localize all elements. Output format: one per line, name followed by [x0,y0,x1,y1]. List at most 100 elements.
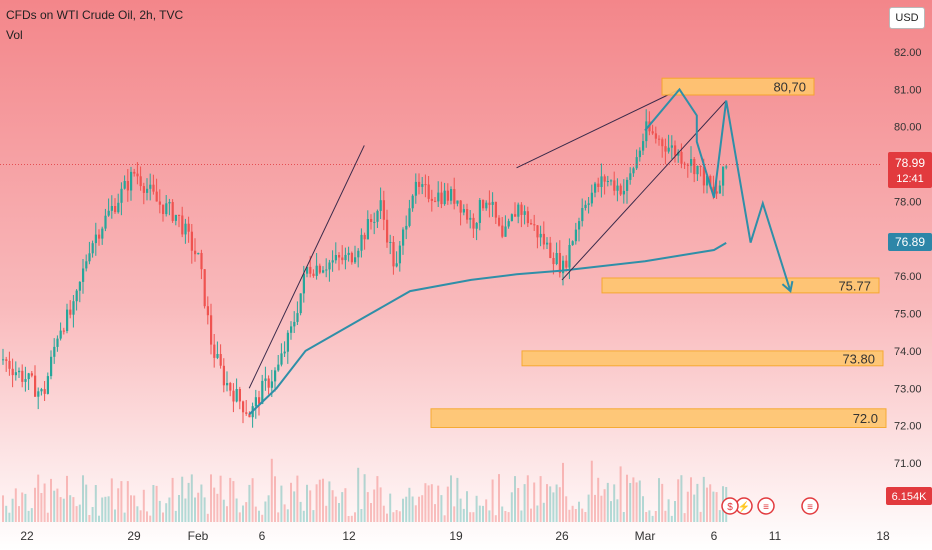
candle-body [210,315,213,345]
volume-bar [152,485,155,522]
candle-body [312,273,315,276]
x-tick-label: Feb [188,529,209,543]
x-tick-label: 12 [342,529,356,543]
candle-body [235,389,238,402]
volume-bar [494,515,497,522]
volume-bar [85,484,88,522]
volume-bar [622,512,625,522]
candle-body [206,306,209,316]
trend-line-2 [516,88,680,169]
volume-bar [456,477,459,522]
currency-button[interactable]: USD [889,7,925,29]
candle-body [606,181,609,182]
volume-bar [46,512,49,522]
volume-bar [552,492,555,522]
volume-bar [411,496,414,522]
volume-bar [709,484,712,522]
dividend-event-icon[interactable] [721,497,739,515]
volume-bar [123,512,126,522]
candle-body [168,202,171,204]
candle-body [491,201,494,205]
x-tick-label: 11 [769,529,782,543]
volume-bar [427,485,430,522]
volume-bar [581,508,584,522]
volume-bar [50,478,52,522]
volume-bar [366,492,369,522]
y-tick-label: 76.00 [894,271,922,283]
candle-body [181,215,184,235]
candle-body [85,261,88,269]
y-tick-label: 73.00 [894,383,922,395]
volume-value-text: 6.154K [892,491,928,503]
volume-bar [613,484,616,522]
volume-bar [43,483,46,522]
candle-body [654,133,657,139]
candle-body [94,234,97,244]
volume-bar [357,467,360,522]
volume-bar [229,477,232,522]
volume-bar [101,497,104,522]
volume-bar [328,481,331,522]
candle-body [597,183,600,187]
candle-body [498,217,501,226]
volume-bar [274,476,276,522]
volume-bar [344,488,347,522]
candle-body [590,192,593,204]
volume-bar [405,496,408,522]
volume-bar [290,482,292,522]
volume-bar [629,483,632,522]
volume-bar [568,509,571,522]
x-tick-label: 26 [555,529,569,543]
volume-bar [696,483,699,522]
candle-body [424,184,427,186]
candle-body [302,273,305,294]
volume-bar [379,487,382,522]
volume-bar [40,493,43,522]
candle-body [120,188,123,203]
candle-body [722,166,725,186]
candle-body [610,180,613,182]
volume-bar [206,513,209,522]
candle-body [91,243,94,254]
candle-body [37,391,40,397]
candle-body [373,221,376,223]
candle-body [584,204,587,208]
candle-body [674,145,677,156]
projection-arrowhead [781,280,794,294]
y-tick-label: 72.00 [894,421,922,433]
moving-average-line [248,242,727,416]
volume-bar [693,494,696,522]
volume-bar [27,510,30,522]
candle-body [706,176,709,186]
candle-body [203,269,206,307]
volume-label[interactable]: Vol [6,28,23,42]
volume-bar [258,510,260,522]
candle-body [536,225,539,238]
candle-body [152,184,155,192]
candle-body [517,204,520,217]
volume-bar [395,510,398,522]
volume-bar [478,505,481,522]
volume-bar [270,458,273,522]
candle-body [5,359,8,361]
candle-body [299,293,302,314]
volume-bar [398,511,401,522]
symbol-title[interactable]: CFDs on WTI Crude Oil, 2h, TVC [6,8,184,22]
ma-value-text: 76.89 [895,235,925,249]
volume-bar [238,512,241,522]
us-flag-event-icon-2[interactable] [801,497,819,515]
candle-body [133,171,136,174]
volume-bar [318,479,321,522]
candle-body [402,229,405,246]
volume-bar [309,490,312,522]
candle-body [462,209,465,213]
volume-bar [142,489,145,522]
x-tick-label: 6 [711,529,718,543]
zone-label: 80,70 [773,80,806,95]
candle-body [664,146,667,152]
candle-body [34,375,37,397]
volume-bar [59,497,62,522]
us-flag-event-icon[interactable] [757,497,775,515]
volume-bar [2,495,4,522]
